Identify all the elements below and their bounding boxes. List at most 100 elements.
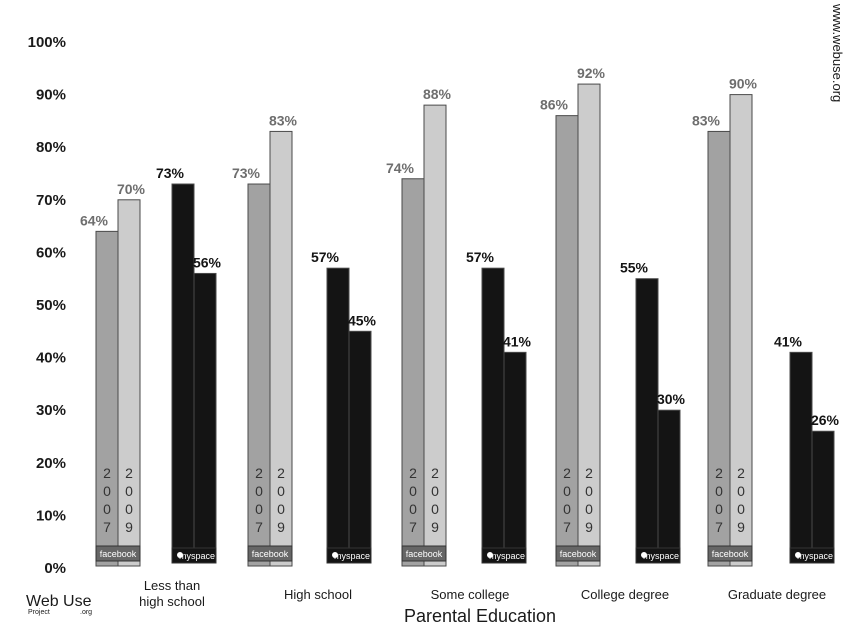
year-digit: 0 <box>737 501 745 517</box>
x-axis-label: Parental Education <box>404 606 556 626</box>
bar <box>811 430 835 563</box>
brand-label: facebook <box>100 549 137 559</box>
bar-group-myspace: 41% 26% myspace <box>774 333 840 564</box>
logo-left: Project <box>28 609 50 616</box>
data-label: 73% <box>156 165 185 181</box>
bar <box>269 130 293 567</box>
data-label: 73% <box>232 165 261 181</box>
data-label: 57% <box>311 249 340 265</box>
year-digit: 2 <box>125 465 133 481</box>
logo-right: .org <box>80 609 92 616</box>
year-digit: 0 <box>125 483 133 499</box>
brand-label: myspace <box>179 551 215 561</box>
bar <box>635 278 659 563</box>
x-tick-label: high school <box>139 594 205 609</box>
year-digit: 0 <box>255 501 263 517</box>
data-label: 41% <box>774 333 803 349</box>
x-tick-label: High school <box>284 587 352 602</box>
year-digit: 2 <box>563 465 571 481</box>
data-label: 88% <box>423 86 452 102</box>
year-digit: 0 <box>277 483 285 499</box>
bar <box>657 409 681 563</box>
year-digit: 9 <box>737 519 745 535</box>
data-label: 86% <box>540 97 569 113</box>
web-use-logo: Web Use Project .org <box>26 593 92 616</box>
brand-strip-facebook <box>95 545 141 562</box>
data-label: 55% <box>620 260 649 276</box>
data-label: 83% <box>692 112 721 128</box>
year-digit: 7 <box>715 519 723 535</box>
bars: 64%200770%2009facebook73%56%myspace73%20… <box>80 65 840 567</box>
year-digit: 9 <box>277 519 285 535</box>
brand-strip-myspace <box>171 547 217 564</box>
brand-strip-facebook <box>707 545 753 562</box>
y-tick-label: 20% <box>36 455 66 472</box>
year-digit: 0 <box>125 501 133 517</box>
year-digit: 0 <box>409 483 417 499</box>
year-digit: 9 <box>125 519 133 535</box>
year-digit: 2 <box>585 465 593 481</box>
year-digit: 2 <box>255 465 263 481</box>
x-tick-label: Graduate degree <box>728 587 826 602</box>
year-digit: 0 <box>103 501 111 517</box>
data-label: 83% <box>269 112 298 128</box>
myspace-icon <box>487 552 493 558</box>
brand-label: myspace <box>797 551 833 561</box>
year-digit: 9 <box>585 519 593 535</box>
data-label: 64% <box>80 212 109 228</box>
y-tick-label: 10% <box>36 507 66 524</box>
year-digit: 2 <box>103 465 111 481</box>
year-digit: 0 <box>409 501 417 517</box>
brand-label: facebook <box>406 549 443 559</box>
year-digit: 0 <box>277 501 285 517</box>
data-label: 30% <box>657 391 686 407</box>
data-label: 57% <box>466 249 495 265</box>
year-digit: 2 <box>409 465 417 481</box>
bar <box>193 272 217 563</box>
y-tick-label: 40% <box>36 350 66 367</box>
data-label: 26% <box>811 412 840 428</box>
bar <box>503 351 527 563</box>
y-tick-label: 70% <box>36 192 66 209</box>
year-digit: 0 <box>255 483 263 499</box>
bar-group-myspace: 55% 30% myspace <box>620 260 686 564</box>
data-label: 56% <box>193 254 222 270</box>
year-digit: 7 <box>255 519 263 535</box>
brand-strip-myspace <box>789 547 835 564</box>
year-digit: 0 <box>431 483 439 499</box>
brand-strip-facebook <box>555 545 601 562</box>
bar-group-myspace: 57% 41% myspace <box>466 249 532 564</box>
bar <box>171 183 195 563</box>
brand-strip-facebook <box>247 545 293 562</box>
data-label: 41% <box>503 333 532 349</box>
y-tick-label: 30% <box>36 402 66 419</box>
y-tick-label: 0% <box>44 560 66 577</box>
bar <box>423 104 447 567</box>
year-digit: 0 <box>103 483 111 499</box>
year-digit: 0 <box>737 483 745 499</box>
year-digit: 2 <box>277 465 285 481</box>
y-tick-label: 60% <box>36 244 66 261</box>
bar-group-myspace: 57% 45% myspace <box>311 249 377 564</box>
y-tick-label: 90% <box>36 87 66 104</box>
year-digit: 7 <box>563 519 571 535</box>
brand-label: myspace <box>643 551 679 561</box>
bar <box>117 199 141 567</box>
year-digit: 0 <box>715 501 723 517</box>
year-digit: 7 <box>103 519 111 535</box>
year-digit: 2 <box>715 465 723 481</box>
brand-label: facebook <box>252 549 289 559</box>
myspace-icon <box>177 552 183 558</box>
brand-strip-facebook <box>401 545 447 562</box>
brand-label: myspace <box>489 551 525 561</box>
year-digit: 9 <box>431 519 439 535</box>
year-digit: 2 <box>737 465 745 481</box>
year-digit: 7 <box>409 519 417 535</box>
x-tick-label: Less than <box>144 578 200 593</box>
